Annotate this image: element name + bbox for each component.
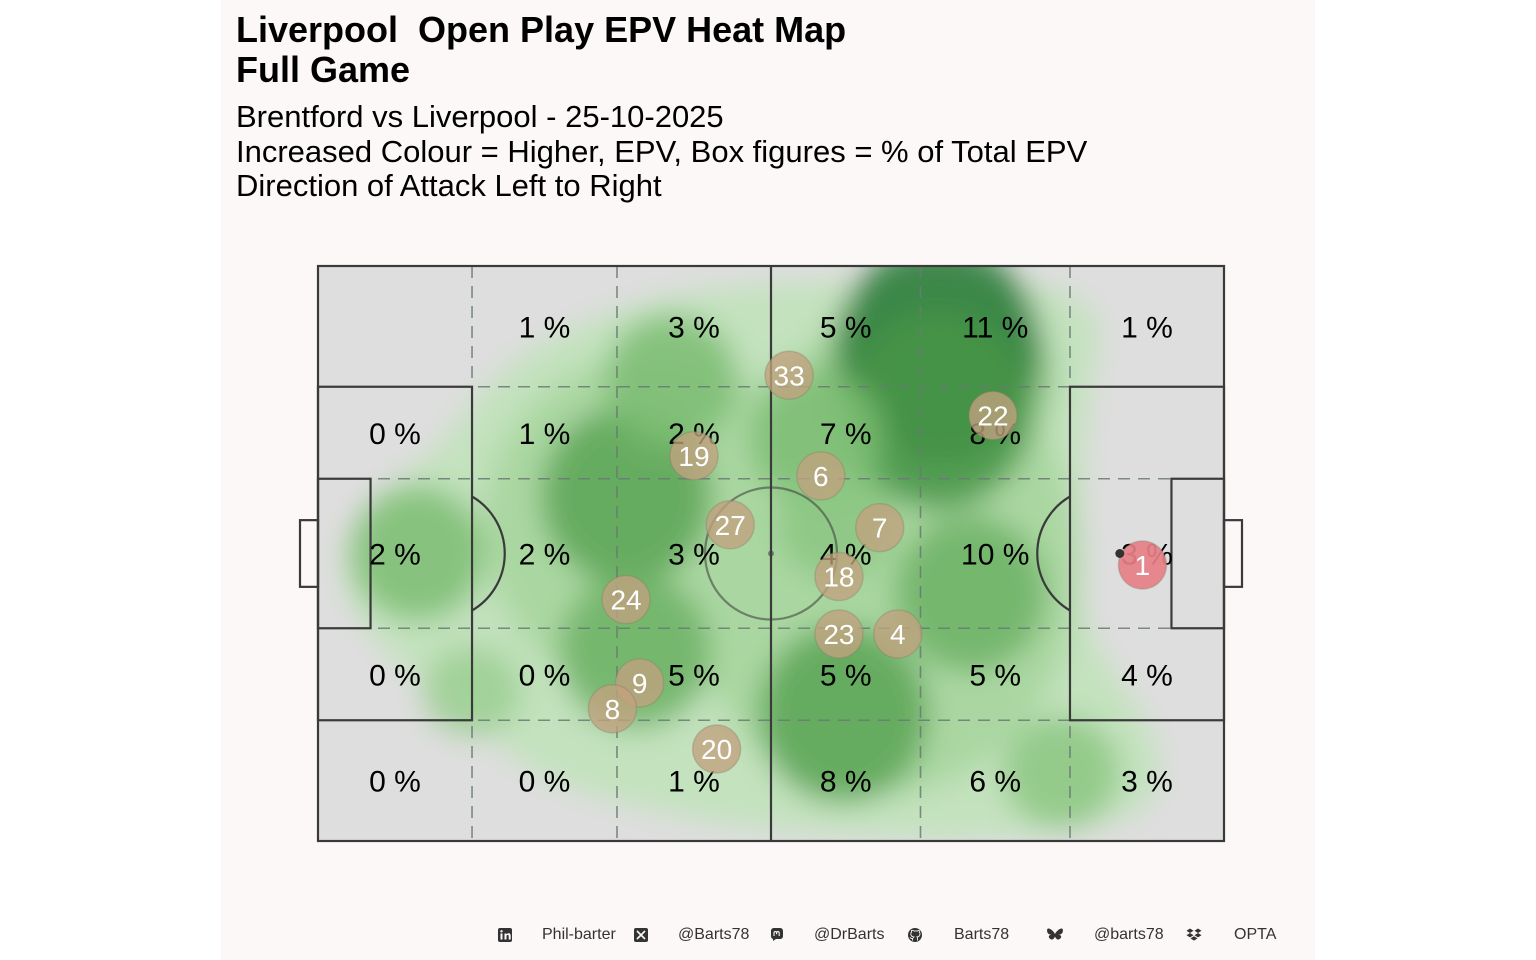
zone-percent-label: 0 % — [369, 659, 421, 692]
zone-percent-label: 0 % — [369, 766, 421, 799]
zone-percent-label: 6 % — [969, 766, 1021, 799]
zone-percent-label: 4 % — [1121, 659, 1173, 692]
bluesky-icon — [1047, 928, 1063, 940]
footer-label-dropbox: OPTA — [1234, 926, 1277, 943]
player-number-label: 19 — [678, 441, 709, 472]
zone-percent-label: 0 % — [519, 766, 571, 799]
footer-label-github: Barts78 — [954, 926, 1010, 943]
zone-percent-label: 7 % — [820, 418, 872, 451]
player-number-label: 27 — [715, 510, 746, 541]
zone-percent-label: 0 % — [519, 659, 571, 692]
left-penalty-arc — [471, 495, 506, 612]
player-number-label: 1 — [1135, 550, 1151, 581]
player-marker — [669, 431, 719, 481]
player-marker — [873, 609, 923, 659]
footer-label-linkedin: Phil-barter — [542, 926, 616, 943]
player-marker — [705, 500, 755, 550]
player-number-label: 20 — [701, 734, 732, 765]
player-marker — [968, 390, 1018, 441]
chart-title: Liverpool Open Play EPV Heat Map Full Ga… — [236, 9, 847, 90]
footer-label-mastodon: @DrBarts — [814, 926, 885, 943]
zone-percent-label: 5 % — [820, 311, 872, 344]
heat-layer — [344, 266, 1159, 839]
player-number-label: 22 — [977, 401, 1008, 432]
github-icon — [908, 928, 922, 942]
right-penalty-arc — [1036, 495, 1071, 612]
heat-peak — [604, 314, 739, 448]
footer-label-bluesky: @barts78 — [1094, 926, 1164, 943]
player-number-label: 8 — [605, 694, 621, 725]
player-number-label: 18 — [823, 562, 854, 593]
player-marker — [587, 684, 638, 734]
pitch-markings — [298, 264, 1244, 843]
x-twitter-icon — [634, 928, 648, 942]
dropbox-icon — [1186, 928, 1202, 941]
player-number-label: 33 — [774, 360, 805, 391]
player-marker — [814, 609, 864, 659]
zone-percent-label: 8 % — [820, 766, 872, 799]
zone-percent-label: 10 % — [961, 539, 1029, 572]
footer-credits: Phil-barter @Barts78 @DrBarts Barts78 @b… — [0, 924, 1536, 948]
zone-percent-label: 2 % — [519, 539, 571, 572]
player-number-label: 23 — [823, 619, 854, 650]
player-number-label: 24 — [610, 585, 641, 616]
penalty-spot-right — [1115, 549, 1125, 558]
player-number-label: 7 — [872, 513, 888, 544]
zone-percent-label: 3 % — [668, 311, 720, 344]
heat-peak — [541, 407, 712, 585]
zone-percent-label: 11 % — [962, 311, 1028, 344]
zone-percent-label: 1 % — [519, 418, 571, 451]
player-number-label: 6 — [813, 461, 829, 492]
linkedin-icon — [498, 928, 512, 942]
player-marker — [601, 574, 651, 625]
player-marker — [764, 350, 814, 400]
zone-percent-label: 0 % — [369, 418, 421, 451]
left-goal — [298, 519, 320, 588]
player-marker — [814, 551, 864, 602]
heat-peak — [758, 625, 929, 804]
player-marker — [796, 451, 846, 501]
chart-subtitle: Brentford vs Liverpool - 25-10-2025 Incr… — [236, 99, 1088, 203]
player-number-label: 9 — [632, 668, 648, 699]
player-marker — [854, 502, 905, 553]
right-goal — [1222, 519, 1244, 588]
heat-peak — [350, 486, 485, 621]
zone-percent-label: 2 % — [369, 539, 421, 572]
zone-percent-label: 3 % — [668, 539, 720, 572]
zone-percent-label: 5 % — [969, 659, 1021, 692]
player-markers: 33 22 19 6 7 27 18 24 23 4 98 20 1 — [587, 350, 1168, 774]
zone-percent-label: 1 % — [1121, 311, 1173, 344]
zone-percent-label: 5 % — [820, 659, 872, 692]
footer-label-x: @Barts78 — [678, 926, 750, 943]
heat-peak — [559, 573, 712, 730]
zone-percent-label: 3 % — [1121, 766, 1173, 799]
player-marker — [691, 724, 742, 774]
zone-percent-label: 1 % — [519, 311, 571, 344]
centre-spot — [768, 550, 774, 557]
heat-peak — [844, 309, 1033, 510]
heat-peak — [1002, 716, 1119, 828]
heat-peak — [894, 515, 1047, 672]
player-marker — [1117, 540, 1168, 590]
player-number-label: 4 — [890, 619, 906, 650]
zone-labels: 1 %3 %5 %11 %1 %0 %1 %2 %7 %8 %2 %2 %3 %… — [369, 311, 1173, 798]
zone-percent-label: 5 % — [668, 659, 720, 692]
mastodon-icon — [771, 928, 783, 941]
